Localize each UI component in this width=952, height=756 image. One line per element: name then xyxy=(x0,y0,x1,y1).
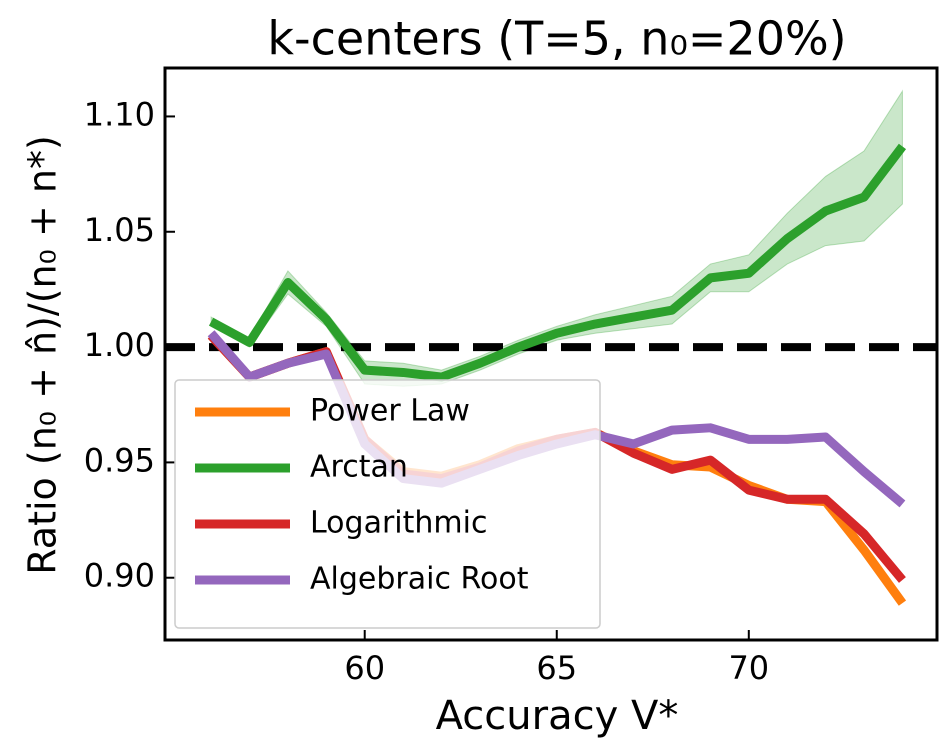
legend-label: Logarithmic xyxy=(310,506,487,541)
series-line xyxy=(208,143,907,382)
chart-title: k-centers (T=5, n₀=20%) xyxy=(267,12,846,66)
x-tick-label: 65 xyxy=(536,649,577,687)
y-tick-label: 0.95 xyxy=(84,441,155,479)
y-tick-label: 1.10 xyxy=(84,95,155,133)
y-axis-label: Ratio (n₀ + n̂)/(n₀ + n*) xyxy=(21,135,65,575)
y-tick-label: 0.90 xyxy=(84,557,155,595)
x-tick-label: 70 xyxy=(728,649,769,687)
confidence-band xyxy=(210,89,903,387)
x-axis-label: Accuracy V* xyxy=(436,693,679,739)
legend-label: Power Law xyxy=(310,394,470,429)
y-tick-label: 1.00 xyxy=(84,326,155,364)
plot-frame xyxy=(163,66,939,642)
legend-label: Arctan xyxy=(310,450,408,485)
y-tick-label: 1.05 xyxy=(84,211,155,249)
legend-label: Algebraic Root xyxy=(310,562,529,597)
x-tick-label: 60 xyxy=(344,649,385,687)
legend-box xyxy=(174,379,601,629)
